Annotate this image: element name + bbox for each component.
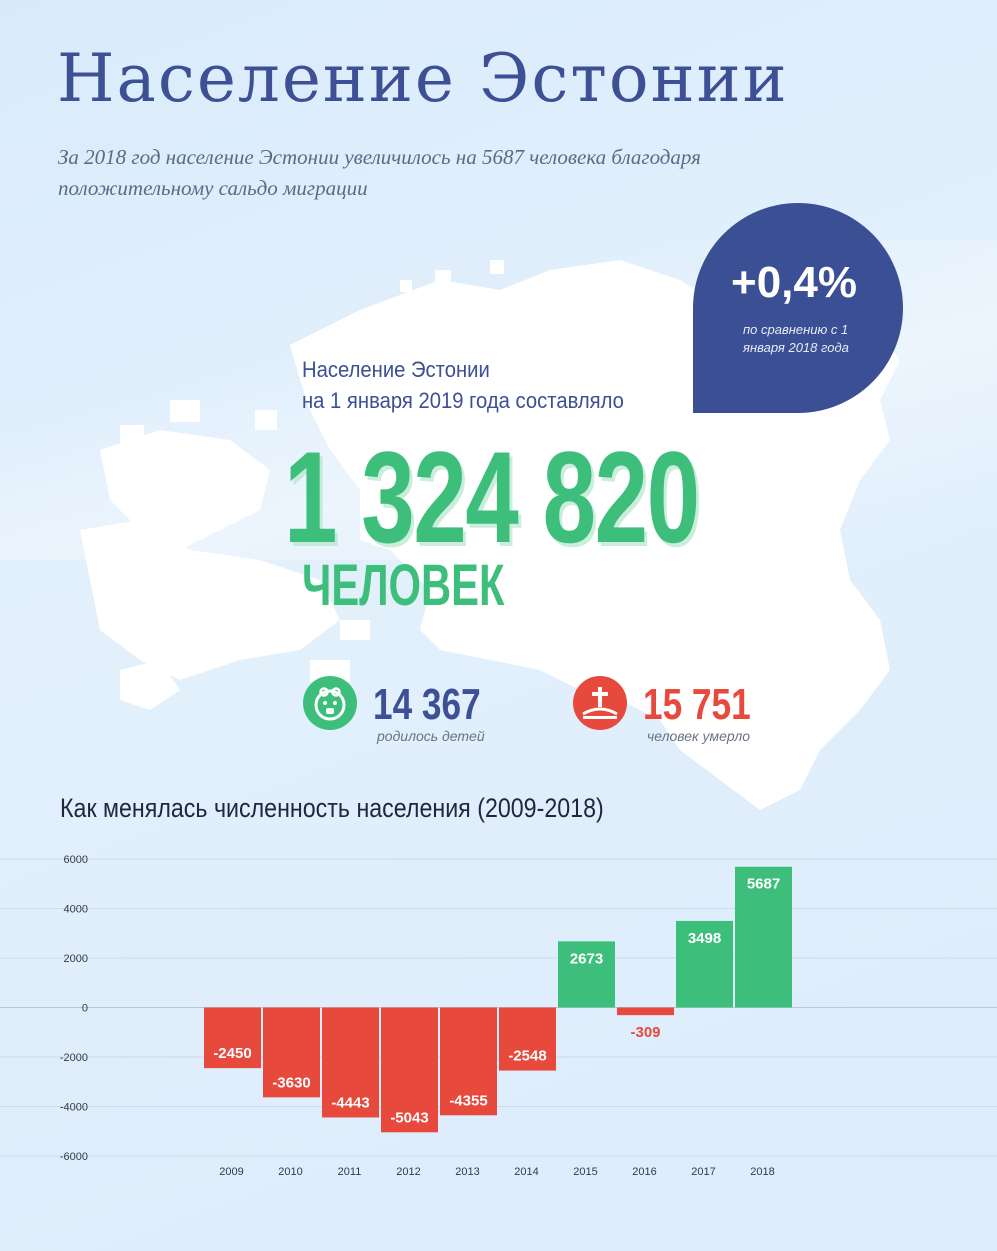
population-unit: ЧЕЛОВЕК: [302, 553, 505, 618]
population-lead: Население Эстонии на 1 января 2019 года …: [302, 354, 670, 416]
growth-badge: +0,4% по сравнению с 1 января 2018 года: [693, 203, 903, 413]
x-tick-label: 2016: [632, 1166, 656, 1178]
x-tick-label: 2010: [278, 1166, 302, 1178]
population-lead-line1: Население Эстонии: [302, 357, 490, 382]
y-tick-label: -6000: [60, 1151, 88, 1163]
population-value: 1 324 820: [284, 424, 700, 570]
growth-badge-value: +0,4%: [731, 258, 857, 307]
population-lead-line2: на 1 января 2019 года составляло: [302, 388, 624, 413]
bar-2009: [204, 1007, 261, 1069]
x-tick-label: 2011: [338, 1166, 362, 1178]
y-tick-label: 0: [82, 1003, 88, 1015]
baby-face-icon: [303, 676, 357, 730]
x-tick-label: 2017: [691, 1166, 715, 1178]
bar-2017: [676, 920, 733, 1008]
data-label: 5687: [747, 876, 780, 893]
x-tick-label: 2018: [750, 1166, 774, 1178]
data-label: 2673: [570, 950, 603, 967]
deaths-value: 15 751: [643, 680, 751, 729]
bar-2018: [735, 866, 792, 1008]
data-label: -2548: [508, 1048, 546, 1065]
growth-badge-note: по сравнению с 1 января 2018 года: [743, 322, 849, 355]
y-tick-label: -4000: [60, 1102, 88, 1114]
data-label: -3630: [272, 1074, 310, 1091]
grave-cross-icon-glyph: [582, 687, 618, 719]
page-subtitle: За 2018 год население Эстонии увеличилос…: [58, 145, 701, 200]
chart-title: Как менялась численность населения (2009…: [60, 793, 604, 823]
bar-2010: [263, 1007, 320, 1098]
births-label: родилось детей: [377, 728, 485, 744]
page-title: Население Эстонии: [57, 40, 789, 117]
y-tick-label: -2000: [60, 1052, 88, 1064]
x-tick-label: 2009: [219, 1166, 243, 1178]
bar-2015: [558, 941, 615, 1008]
bar-2011: [322, 1007, 379, 1118]
data-label: -5043: [390, 1109, 428, 1126]
x-tick-label: 2013: [455, 1166, 479, 1178]
bar-2014: [499, 1007, 556, 1071]
y-tick-label: 4000: [64, 904, 88, 916]
grave-cross-icon: [573, 676, 627, 730]
data-label: -309: [630, 1024, 660, 1041]
population-change-chart: 6000 4000 2000 0 -2000 -4000 -6000 -2450 2009 -36…: [0, 854, 997, 1178]
data-label: -4355: [449, 1092, 487, 1109]
bar-2016: [617, 1007, 674, 1016]
deaths-label: человек умерло: [647, 728, 751, 744]
y-tick-label: 2000: [64, 953, 88, 965]
y-tick-label: 6000: [64, 854, 88, 866]
x-tick-label: 2015: [573, 1166, 597, 1178]
data-label: -2450: [213, 1045, 251, 1062]
baby-face-icon-glyph: [314, 687, 346, 721]
bar-2013: [440, 1007, 497, 1116]
x-tick-label: 2012: [396, 1166, 420, 1178]
bar-2012: [381, 1007, 438, 1133]
data-label: 3498: [688, 930, 721, 947]
data-label: -4443: [331, 1094, 369, 1111]
x-tick-label: 2014: [514, 1166, 538, 1178]
births-value: 14 367: [373, 680, 481, 729]
